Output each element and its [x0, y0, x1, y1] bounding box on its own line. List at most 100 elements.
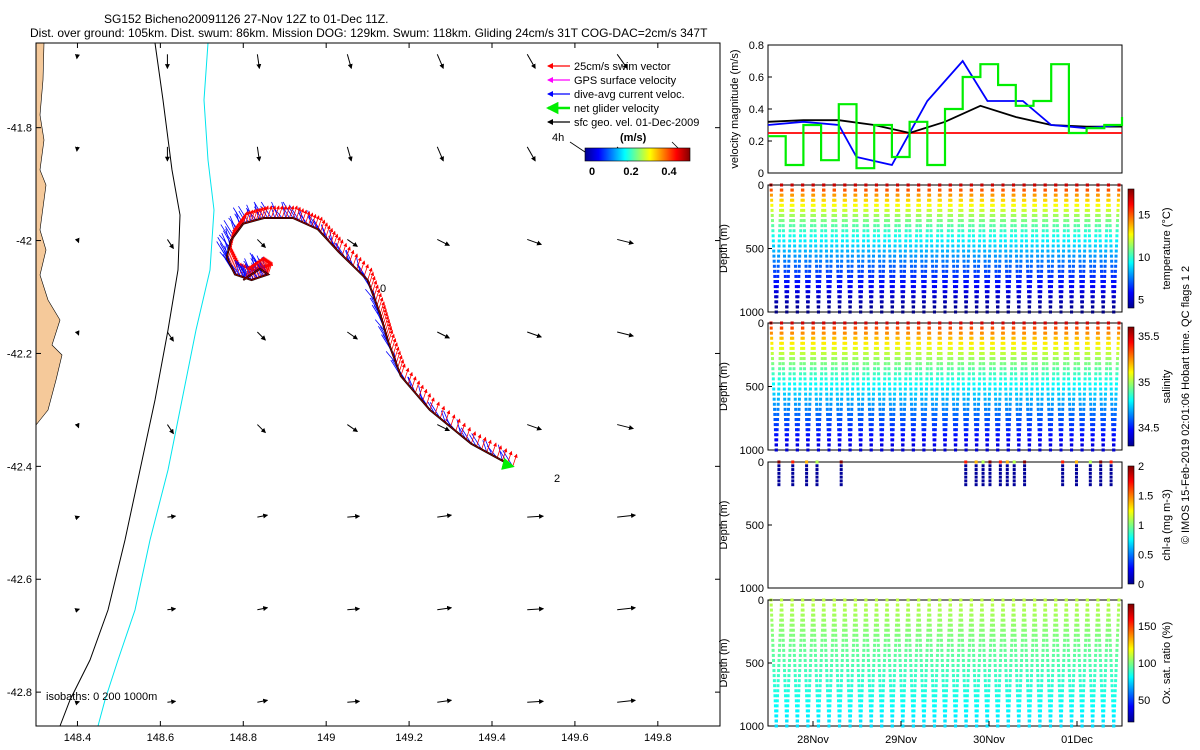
profile-point	[921, 704, 925, 708]
profile-point-up	[1104, 392, 1108, 396]
profile-point	[886, 219, 890, 223]
profile-point	[928, 213, 932, 217]
chl-point	[1109, 464, 1113, 468]
profile-point	[951, 653, 955, 657]
profile-point-up	[1072, 397, 1076, 401]
profile-point	[896, 603, 900, 607]
profile-point	[981, 357, 985, 361]
profile-point	[793, 402, 797, 406]
profile-point-up	[1113, 407, 1117, 411]
profile-point	[899, 397, 903, 401]
profile-point	[960, 623, 964, 627]
profile-point-up	[998, 249, 1002, 253]
profile-point	[1054, 336, 1058, 340]
profile-point	[890, 310, 894, 314]
profile-point-up	[1029, 274, 1033, 278]
profile-point	[919, 648, 923, 652]
profile-point	[1013, 213, 1017, 217]
swim-arrow	[387, 329, 394, 343]
profile-point	[1038, 443, 1042, 447]
chl-point	[974, 483, 978, 487]
profile-point	[972, 382, 976, 386]
profile-point-up	[860, 285, 864, 289]
profile-point	[950, 219, 954, 223]
profile-point-up	[788, 658, 792, 662]
profile-point	[824, 234, 828, 238]
geo-arrow	[74, 422, 80, 429]
profile-point	[1034, 219, 1038, 223]
profile-point	[993, 254, 997, 258]
profile-point-up	[1028, 285, 1032, 289]
profile-point	[932, 300, 936, 304]
profile-point	[1097, 346, 1101, 350]
profile-point	[985, 443, 989, 447]
profile-point-up	[788, 372, 792, 376]
profile-point	[961, 224, 965, 228]
profile-point	[869, 295, 873, 299]
profile-point	[1023, 336, 1027, 340]
profile-point	[879, 709, 883, 713]
profile-point	[859, 724, 863, 728]
profile-point	[973, 259, 977, 263]
profile-point	[952, 285, 956, 289]
profile-point	[963, 428, 967, 432]
profile-point-up	[1092, 274, 1096, 278]
chl-point	[1061, 483, 1065, 487]
profile-point	[769, 188, 773, 192]
profile-point	[848, 300, 852, 304]
profile-point-up	[1083, 229, 1087, 233]
profile-point	[792, 648, 796, 652]
chl-point	[1109, 479, 1113, 483]
profile-point	[1076, 213, 1080, 217]
profile-point	[921, 433, 925, 437]
profile-point	[911, 714, 915, 718]
profile-point-up	[913, 407, 917, 411]
profile-point-up	[842, 628, 846, 632]
profile-point-up	[1052, 362, 1056, 366]
swim-arrow	[368, 271, 375, 285]
profile-point-up	[1104, 387, 1108, 391]
profile-point	[834, 367, 838, 371]
profile-point-up	[894, 351, 898, 355]
profile-point-up	[924, 674, 928, 678]
profile-point	[813, 224, 817, 228]
profile-point-up	[936, 638, 940, 642]
chl-point	[1109, 468, 1113, 472]
profile-point	[814, 653, 818, 657]
profile-point	[836, 699, 840, 703]
profile-point	[1078, 254, 1082, 258]
profile-point-up	[871, 674, 875, 678]
profile-point	[780, 193, 784, 197]
profile-point	[906, 188, 910, 192]
profile-point-up	[905, 203, 909, 207]
profile-point	[1100, 285, 1104, 289]
profile-point	[950, 628, 954, 632]
profile-point	[843, 193, 847, 197]
profile-point	[866, 643, 870, 647]
profile-point	[929, 357, 933, 361]
chl-point	[1023, 471, 1027, 475]
profile-point	[982, 377, 986, 381]
profile-point	[781, 638, 785, 642]
profile-point	[1036, 264, 1040, 268]
profile-point	[770, 346, 774, 350]
profile-point-up	[881, 269, 885, 273]
profile-point-up	[967, 249, 971, 253]
profile-point-up	[818, 694, 822, 698]
profile-point	[1090, 295, 1094, 299]
profile-point	[1101, 310, 1105, 314]
dac-arrow	[307, 213, 319, 230]
profile-point	[773, 704, 777, 708]
profile-point-up	[873, 208, 877, 212]
profile-point	[769, 608, 773, 612]
profile-point	[1058, 418, 1062, 422]
geo-arrow	[527, 606, 545, 612]
profile-point	[899, 269, 903, 273]
profile-point-up	[944, 423, 948, 427]
profile-point	[896, 336, 900, 340]
profile-point-up	[1000, 219, 1004, 223]
swim-arrow	[394, 346, 400, 360]
profile-point-up	[870, 699, 874, 703]
profile-point-up	[882, 244, 886, 248]
profile-point-up	[924, 392, 928, 396]
